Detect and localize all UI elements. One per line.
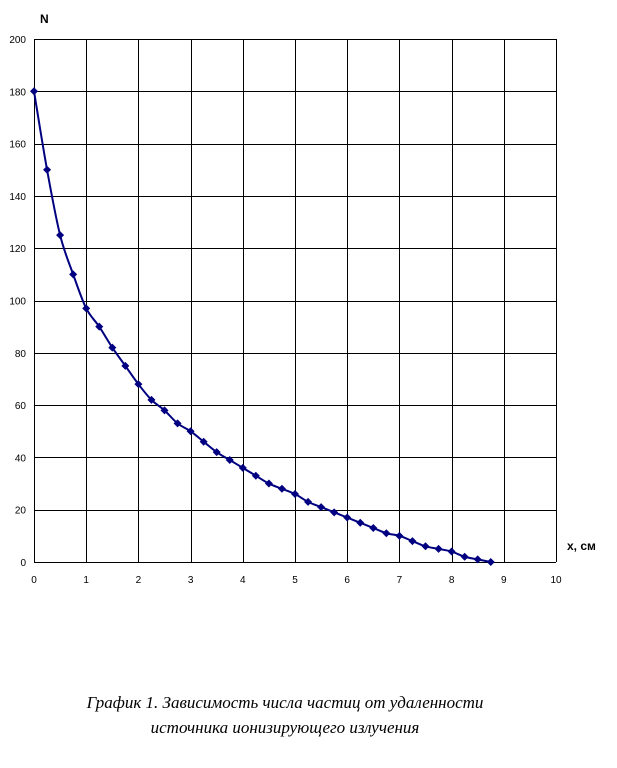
data-point-marker (134, 380, 143, 389)
y-tick-label: 180 (9, 87, 26, 98)
x-tick-label: 6 (344, 575, 350, 586)
data-point-marker (108, 343, 117, 352)
data-point-marker (473, 555, 482, 564)
x-tick-label: 8 (449, 575, 455, 586)
data-point-marker (251, 471, 260, 480)
chart-svg: 0 1 2 3 4 5 6 7 8 9 10020406080100120140160180200 … (9, 12, 596, 586)
x-tick-label: 1 (83, 575, 89, 586)
data-point-marker (382, 529, 391, 538)
data-point-marker (395, 531, 404, 540)
y-tick-label: 0 (20, 558, 26, 569)
grid-lines (34, 39, 557, 563)
data-point-marker (121, 361, 130, 370)
data-point-marker (56, 231, 65, 240)
data-point-marker (304, 497, 313, 506)
data-point-marker (330, 508, 339, 517)
y-tick-label: 100 (9, 297, 26, 308)
data-point-marker (369, 524, 378, 533)
data-point-marker (43, 165, 52, 174)
y-tick-label: 140 (9, 192, 26, 203)
x-tick-label: 2 (136, 575, 142, 586)
data-point-marker (186, 427, 195, 436)
y-axis-title: N (40, 12, 49, 26)
data-point-marker (434, 544, 443, 553)
data-point-marker (277, 484, 286, 493)
x-tick-label: 5 (292, 575, 298, 586)
x-tick-label: 9 (501, 575, 507, 586)
x-tick-label: 3 (188, 575, 194, 586)
data-point-marker (160, 406, 169, 415)
caption-line-1: График 1. Зависимость числа частиц от уд… (86, 693, 484, 712)
data-point-marker (317, 503, 326, 512)
data-point-marker (147, 395, 156, 404)
data-point-marker (264, 479, 273, 488)
data-point-marker (225, 456, 234, 465)
caption-line-2: источника ионизирующего излучения (150, 718, 420, 737)
x-axis-title: x, см (567, 539, 596, 553)
x-tick-label: 0 (31, 575, 37, 586)
y-tick-label: 200 (9, 35, 26, 46)
x-tick-label: 10 (550, 575, 562, 586)
data-point-marker (238, 463, 247, 472)
data-point-marker (486, 558, 495, 566)
data-point-marker (356, 518, 365, 527)
data-point-marker (30, 87, 38, 96)
figure-caption: График 1. Зависимость числа частиц от уд… (0, 690, 570, 740)
data-point-marker (343, 513, 352, 522)
y-tick-label: 20 (15, 506, 27, 517)
data-point-marker (82, 304, 91, 313)
y-tick-label: 40 (15, 453, 27, 464)
y-tick-label: 160 (9, 140, 26, 151)
data-point-marker (460, 552, 469, 561)
data-point-marker (95, 322, 104, 331)
data-point-marker (408, 537, 417, 546)
data-point-marker (421, 542, 430, 551)
y-tick-label: 60 (15, 401, 27, 412)
data-point-marker (173, 419, 182, 428)
data-point-marker (199, 437, 208, 446)
data-point-marker (291, 490, 299, 499)
data-point-marker (447, 547, 456, 556)
data-point-marker (69, 270, 78, 279)
series-layer (30, 87, 495, 566)
y-tick-label: 80 (15, 349, 27, 360)
data-point-marker (212, 448, 221, 457)
y-tick-label: 120 (9, 244, 26, 255)
x-tick-label: 7 (397, 575, 403, 586)
x-tick-label: 4 (240, 575, 246, 586)
